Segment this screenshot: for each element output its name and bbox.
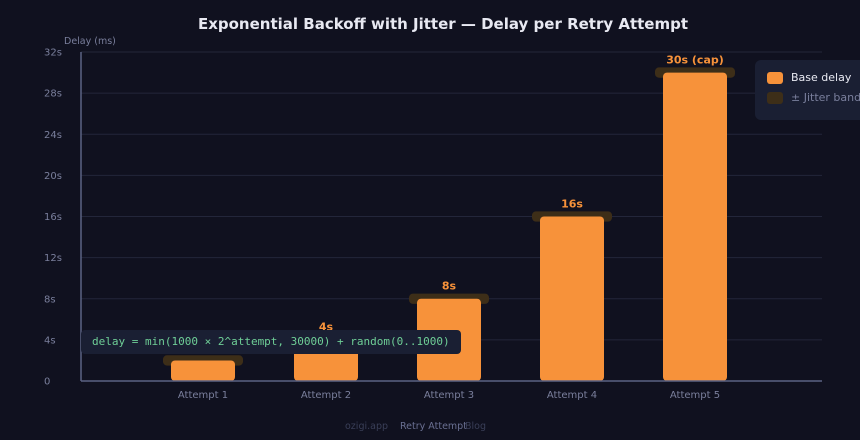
- data-label: 16s: [561, 197, 583, 210]
- legend-label-jitter: ± Jitter band: [791, 91, 860, 104]
- y-tick-labels: 0 4s 8s 12s 16s 20s 24s 28s 32s: [44, 48, 62, 388]
- footer: ozigi.app Retry Attempt Blog: [0, 421, 860, 435]
- bar: [540, 216, 604, 381]
- footer-link[interactable]: Blog: [465, 421, 486, 432]
- footer-site: ozigi.app: [345, 421, 389, 432]
- y-tick-label: 16s: [44, 212, 62, 223]
- data-label: 30s (cap): [666, 53, 724, 66]
- x-tick-label: Attempt 5: [670, 390, 720, 401]
- legend-item-base: Base delay: [767, 71, 851, 84]
- y-axis-label: Delay (ms): [64, 36, 116, 47]
- bar: [663, 72, 727, 381]
- y-tick-label: 20s: [44, 171, 62, 182]
- legend-swatch-base: [767, 71, 783, 84]
- x-tick-label: Attempt 4: [547, 390, 597, 401]
- legend-swatch-jitter: [767, 91, 783, 104]
- y-tick-label: 24s: [44, 130, 62, 141]
- x-axis-caption: Retry Attempt: [400, 421, 467, 432]
- bar: [171, 360, 235, 381]
- y-tick-label: 4s: [44, 335, 56, 346]
- legend-item-jitter: ± Jitter band: [767, 91, 860, 104]
- y-tick-label: 32s: [44, 48, 62, 59]
- y-tick-label: 8s: [44, 294, 56, 305]
- x-tick-label: Attempt 3: [424, 390, 474, 401]
- legend: Base delay ± Jitter band: [755, 60, 860, 120]
- y-tick-label: 0: [44, 377, 50, 388]
- y-tick-label: 28s: [44, 89, 62, 100]
- x-tick-label: Attempt 2: [301, 390, 351, 401]
- y-tick-label: 12s: [44, 253, 62, 264]
- chart-title: Exponential Backoff with Jitter — Delay …: [198, 15, 688, 33]
- x-tick-labels: Attempt 1 Attempt 2 Attempt 3 Attempt 4 Atte…: [178, 390, 720, 401]
- x-tick-label: Attempt 1: [178, 390, 228, 401]
- grid-lines: [81, 51, 822, 341]
- formula-annotation: delay = min(1000 × 2^attempt, 30000) + r…: [81, 330, 461, 354]
- legend-label-base: Base delay: [791, 71, 852, 84]
- data-label: 8s: [442, 280, 457, 293]
